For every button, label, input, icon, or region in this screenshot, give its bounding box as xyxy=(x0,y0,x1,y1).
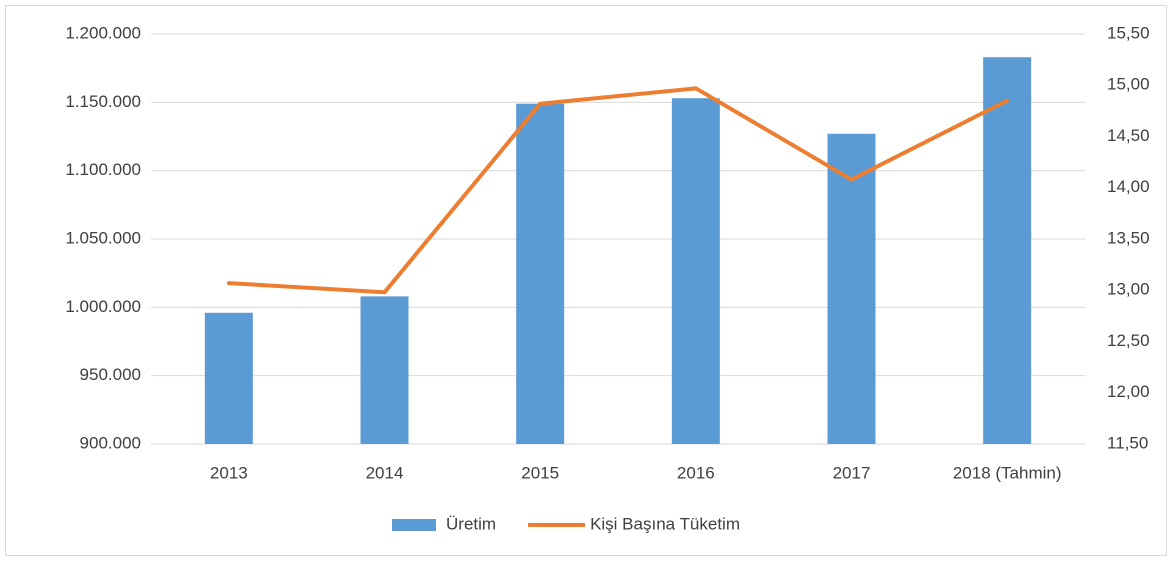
legend-label: Kişi Başına Tüketim xyxy=(590,514,740,533)
y-tick-label: 1.050.000 xyxy=(65,228,141,247)
bar xyxy=(983,57,1032,444)
x-tick-label: 2016 xyxy=(677,463,715,482)
y2-tick-label: 13,50 xyxy=(1107,228,1150,247)
bar xyxy=(671,98,720,444)
x-tick-label: 2014 xyxy=(366,463,404,482)
x-tick-label: 2017 xyxy=(833,463,871,482)
y2-tick-label: 12,50 xyxy=(1107,331,1150,350)
y2-tick-label: 13,00 xyxy=(1107,280,1150,299)
y2-tick-label: 15,00 xyxy=(1107,75,1150,94)
bar xyxy=(827,133,876,444)
x-tick-label: 2013 xyxy=(210,463,248,482)
bar xyxy=(516,103,565,444)
x-tick-label: 2018 (Tahmin) xyxy=(953,463,1062,482)
bar xyxy=(360,296,409,444)
y2-tick-label: 11,50 xyxy=(1107,433,1148,452)
x-tick-label: 2015 xyxy=(521,463,559,482)
y-tick-label: 1.200.000 xyxy=(65,23,141,42)
y-tick-label: 950.000 xyxy=(80,365,141,384)
y2-tick-label: 14,50 xyxy=(1107,126,1150,145)
legend-swatch xyxy=(392,519,436,531)
y-tick-label: 1.150.000 xyxy=(65,92,141,111)
y-tick-label: 1.100.000 xyxy=(65,160,141,179)
y2-tick-label: 15,50 xyxy=(1107,23,1150,42)
y-tick-label: 900.000 xyxy=(80,433,141,452)
y2-tick-label: 14,00 xyxy=(1107,177,1150,196)
y2-tick-label: 12,00 xyxy=(1107,382,1150,401)
legend-label: Üretim xyxy=(446,514,496,533)
bar xyxy=(204,312,253,444)
line xyxy=(226,86,1010,295)
y-tick-label: 1.000.000 xyxy=(65,297,141,316)
